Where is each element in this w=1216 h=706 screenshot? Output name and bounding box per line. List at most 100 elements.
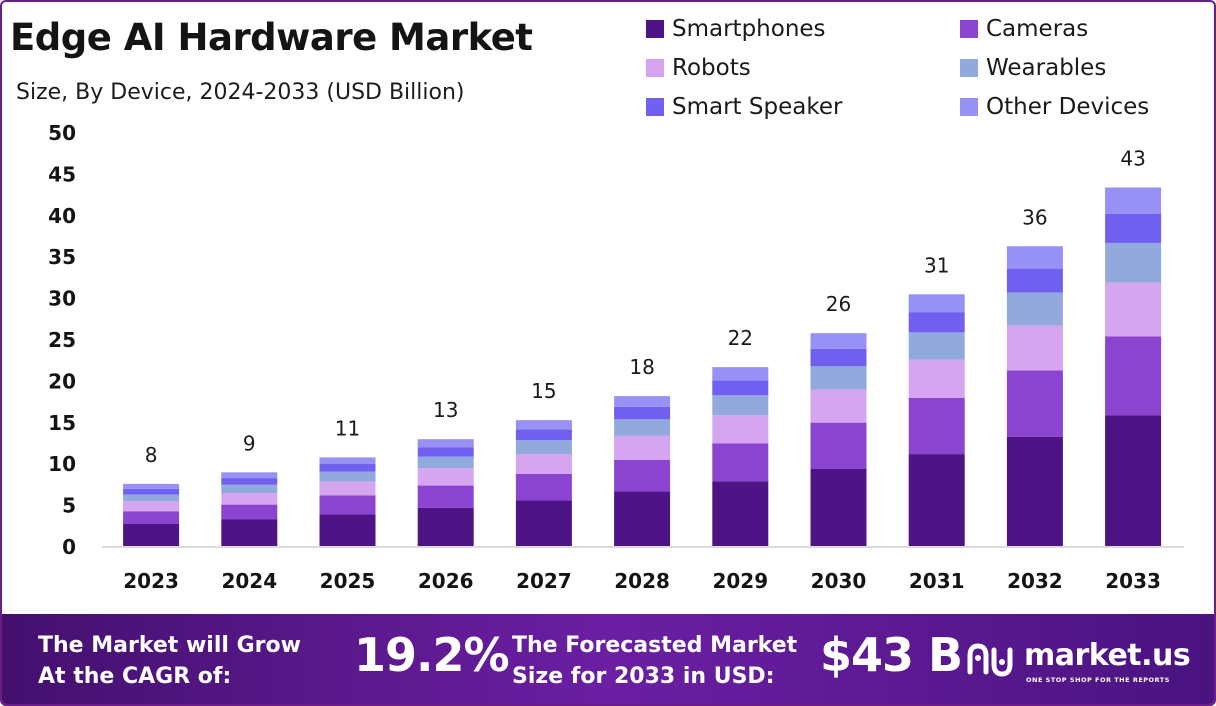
bar-segment-wearables	[1105, 242, 1162, 283]
bar-segment-smart-speaker	[908, 312, 965, 333]
market-us-logo-icon	[967, 643, 1013, 677]
y-tick-label: 20	[48, 369, 76, 393]
bar-segment-smart-speaker	[123, 488, 180, 495]
bar-segment-wearables	[712, 395, 769, 416]
summary-banner: The Market will Grow At the CAGR of: 19.…	[2, 614, 1214, 704]
legend-item-wearables: Wearables	[960, 53, 1106, 83]
chart-subtitle: Size, By Device, 2024-2033 (USD Billion)	[16, 80, 465, 105]
bar-segment-smartphones	[908, 454, 965, 546]
bar-segment-cameras	[221, 504, 278, 520]
cagr-caption: The Market will Grow At the CAGR of:	[38, 630, 338, 692]
bar-segment-wearables	[515, 440, 572, 455]
bar-segment-smart-speaker	[712, 380, 769, 396]
legend-item-cameras: Cameras	[960, 14, 1088, 44]
bar-segment-smartphones	[712, 481, 769, 546]
bar-segment-smartphones	[221, 519, 278, 546]
bar-segment-smartphones	[1105, 415, 1162, 546]
legend-label: Smartphones	[672, 16, 826, 42]
bar-segment-other-devices	[1105, 187, 1162, 214]
x-tick-label: 2023	[123, 569, 179, 593]
bar-segment-smart-speaker	[319, 464, 376, 472]
forecast-caption-line1: The Forecasted Market	[512, 633, 798, 658]
bar-segment-other-devices	[515, 420, 572, 430]
bar-segment-smart-speaker	[810, 348, 867, 367]
x-tick-label: 2032	[1007, 569, 1063, 593]
bar-segment-other-devices	[123, 483, 180, 489]
bar-segment-cameras	[123, 511, 180, 524]
bar-segment-smart-speaker	[614, 406, 671, 420]
y-tick-label: 35	[48, 245, 76, 269]
bar-segment-robots	[614, 435, 671, 460]
bar-total-label: 22	[728, 326, 753, 350]
bar-segment-robots	[712, 415, 769, 444]
bar-segment-cameras	[810, 422, 867, 469]
bar-segment-wearables	[614, 419, 671, 436]
y-tick-label: 50	[48, 121, 76, 145]
x-tick-label: 2025	[320, 569, 376, 593]
bar-segment-smartphones	[614, 491, 671, 546]
bar-segment-wearables	[221, 484, 278, 494]
bar-segment-wearables	[1006, 292, 1063, 326]
forecast-caption: The Forecasted Market Size for 2033 in U…	[512, 630, 812, 692]
bar-segment-wearables	[123, 494, 180, 502]
legend-swatch	[960, 20, 978, 38]
x-tick-label: 2026	[418, 569, 474, 593]
bar-segment-robots	[319, 481, 376, 496]
bar-total-label: 11	[335, 416, 360, 440]
bar-total-label: 36	[1022, 205, 1047, 229]
bar-total-label: 15	[531, 379, 556, 403]
brand-block[interactable]: market.us ONE STOP SHOP FOR THE REPORTS	[964, 638, 1204, 688]
bar-segment-wearables	[908, 332, 965, 360]
chart-title: Edge AI Hardware Market	[10, 16, 533, 59]
stacked-bar-chart: 0510152025303540455082023920241120251320…	[48, 121, 1184, 593]
bar-segment-cameras	[417, 485, 474, 508]
bar-segment-wearables	[417, 456, 474, 469]
bar-segment-other-devices	[908, 294, 965, 313]
y-tick-label: 30	[48, 287, 76, 311]
bar-segment-cameras	[712, 443, 769, 482]
legend-label: Other Devices	[986, 94, 1150, 120]
chart-legend: Smartphones Cameras Robots Wearables Smart S…	[646, 14, 1206, 124]
x-tick-label: 2028	[614, 569, 670, 593]
legend-label: Smart Speaker	[672, 94, 843, 120]
bar-segment-smart-speaker	[1105, 213, 1162, 243]
legend-item-smartphones: Smartphones	[646, 14, 826, 44]
x-tick-label: 2027	[516, 569, 572, 593]
brand-name: market.us	[1024, 638, 1191, 673]
brand-tagline: ONE STOP SHOP FOR THE REPORTS	[1026, 676, 1170, 684]
forecast-caption-line2: Size for 2033 in USD:	[512, 664, 775, 689]
bar-segment-cameras	[1006, 370, 1063, 437]
legend-item-smart-speaker: Smart Speaker	[646, 92, 842, 122]
bar-total-label: 8	[145, 443, 158, 467]
bar-segment-robots	[1006, 325, 1063, 371]
bar-segment-cameras	[319, 495, 376, 515]
bar-total-label: 18	[629, 355, 654, 379]
y-tick-label: 25	[48, 328, 76, 352]
bar-segment-smartphones	[319, 514, 376, 546]
y-tick-label: 40	[48, 204, 76, 228]
bar-total-label: 26	[826, 292, 851, 316]
bar-segment-robots	[515, 454, 572, 474]
x-tick-label: 2030	[811, 569, 867, 593]
x-tick-label: 2024	[221, 569, 277, 593]
bar-total-label: 9	[243, 431, 256, 455]
cagr-value: 19.2%	[354, 628, 510, 682]
x-tick-label: 2029	[712, 569, 768, 593]
bar-segment-smart-speaker	[221, 478, 278, 485]
bar-segment-smart-speaker	[515, 429, 572, 441]
bar-segment-other-devices	[712, 367, 769, 381]
cagr-caption-line2: At the CAGR of:	[38, 664, 232, 689]
bar-segment-cameras	[515, 473, 572, 501]
legend-swatch	[646, 98, 664, 116]
bar-segment-cameras	[908, 397, 965, 455]
bar-segment-smartphones	[810, 468, 867, 546]
forecast-value: $43 B	[820, 628, 963, 682]
bar-segment-smart-speaker	[417, 447, 474, 457]
x-tick-label: 2031	[909, 569, 965, 593]
legend-swatch	[960, 98, 978, 116]
y-tick-label: 45	[48, 162, 76, 186]
legend-swatch	[646, 20, 664, 38]
bar-total-label: 31	[924, 253, 949, 277]
legend-item-robots: Robots	[646, 53, 751, 83]
